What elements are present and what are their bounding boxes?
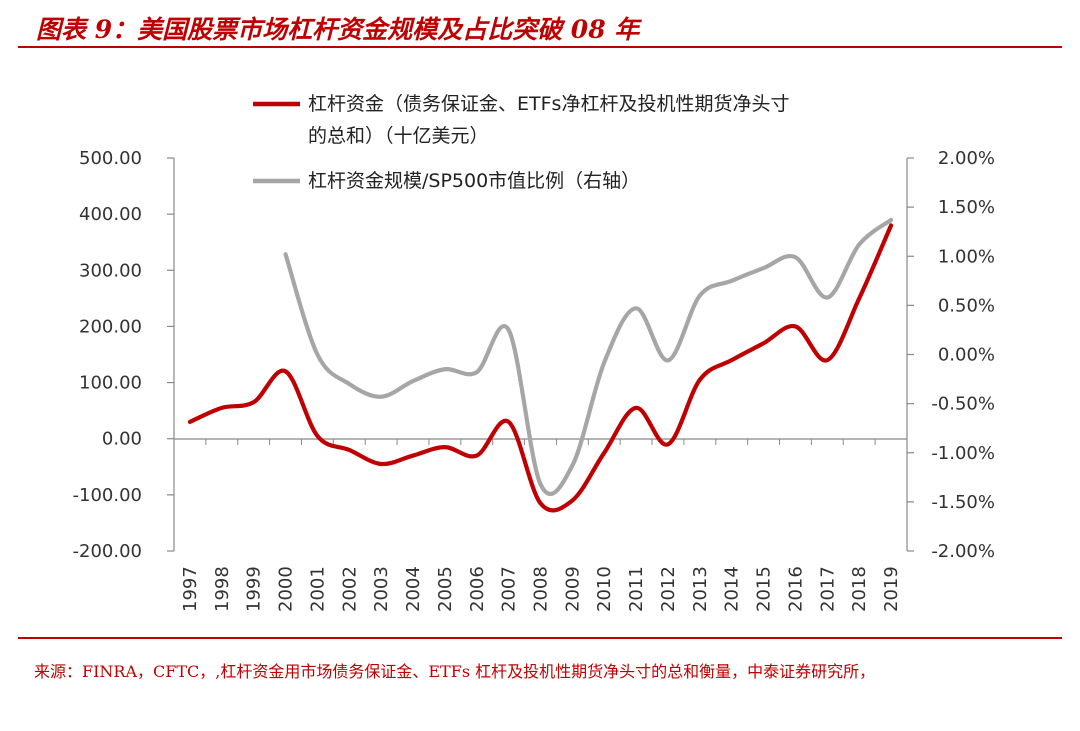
right-axis-tick-label: -0.50% [931, 394, 995, 415]
right-axis-tick-label: 1.50% [938, 197, 995, 218]
x-axis-tick-label: 2011 [626, 566, 647, 612]
left-axis-tick-label: -200.00 [73, 541, 142, 562]
x-axis-tick-label: 2012 [658, 566, 679, 612]
x-axis-tick-label: 2017 [817, 566, 838, 612]
ratio-series-line [283, 217, 894, 496]
source-note: 来源：FINRA，CFTC，,杠杆资金用市场债务保证金、ETFs 杠杆及投机性期… [34, 662, 876, 681]
right-axis-tick-label: 2.00% [938, 148, 995, 169]
x-axis-tick-label: 1998 [212, 566, 233, 612]
chart-title: 图表 9：美国股票市场杠杆资金规模及占比突破 08 年 [36, 15, 640, 44]
title-bar: 图表 9：美国股票市场杠杆资金规模及占比突破 08 年 [18, 8, 1062, 48]
x-axis-tick-label: 2000 [276, 566, 297, 612]
x-axis-tick-label: 2013 [690, 566, 711, 612]
leverage-series-line [187, 223, 894, 513]
right-axis-tick-label: -2.00% [931, 541, 995, 562]
legend: 杠杆资金（债务保证金、ETFs净杠杆及投机性期货净头寸的总和）（十亿美元） 杠杆资… [253, 93, 789, 192]
x-axis-tick-label: 2010 [594, 566, 615, 612]
x-axis-tick-label: 2019 [881, 566, 902, 612]
x-axis-tick-label: 2018 [849, 566, 870, 612]
x-axis-tick-label: 2014 [722, 566, 743, 612]
x-axis-tick-label: 1999 [244, 566, 265, 612]
left-axis-tick-label: 400.00 [79, 204, 142, 225]
source-divider [18, 637, 1062, 639]
x-axis-tick-label: 2007 [499, 566, 520, 612]
x-axis-tick-label: 2005 [435, 566, 456, 612]
x-axis-tick-label: 2004 [403, 566, 424, 612]
x-axis-tick-label: 2001 [307, 566, 328, 612]
x-axis-tick-label: 2006 [467, 566, 488, 612]
left-axis-tick-label: 100.00 [79, 373, 142, 394]
left-axis-tick-label: 300.00 [79, 260, 142, 281]
left-axis-tick-label: 0.00 [102, 429, 142, 450]
x-axis-tick-label: 2015 [754, 566, 775, 612]
x-axis-tick-label: 2008 [531, 566, 552, 612]
axes: 500.00 400.00 300.00 200.00 100.00 0.00 -100.0… [73, 148, 995, 612]
x-axis-tick-label: 2002 [339, 566, 360, 612]
right-axis-tick-label: 0.00% [938, 345, 995, 366]
series-lines [187, 217, 894, 513]
left-axis-tick-label: 200.00 [79, 316, 142, 337]
right-axis-tick-label: -1.00% [931, 443, 995, 464]
legend-label-ratio: 杠杆资金规模/SP500市值比例（右轴） [308, 170, 640, 192]
x-axis-tick-label: 1997 [180, 566, 201, 612]
left-axis-tick-label: 500.00 [79, 148, 142, 169]
x-axis-tick-label: 2016 [785, 566, 806, 612]
chart: 500.00 400.00 300.00 200.00 100.00 0.00 -100.0… [73, 93, 995, 612]
right-axis-tick-label: 1.00% [938, 246, 995, 267]
x-axis-tick-label: 2003 [371, 566, 392, 612]
right-axis-tick-label: -1.50% [931, 492, 995, 513]
x-axis-tick-label: 2009 [562, 566, 583, 612]
right-axis-tick-label: 0.50% [938, 295, 995, 316]
left-axis-tick-label: -100.00 [73, 485, 142, 506]
legend-label-leverage: 杠杆资金（债务保证金、ETFs净杠杆及投机性期货净头寸的总和）（十亿美元） [308, 93, 789, 147]
